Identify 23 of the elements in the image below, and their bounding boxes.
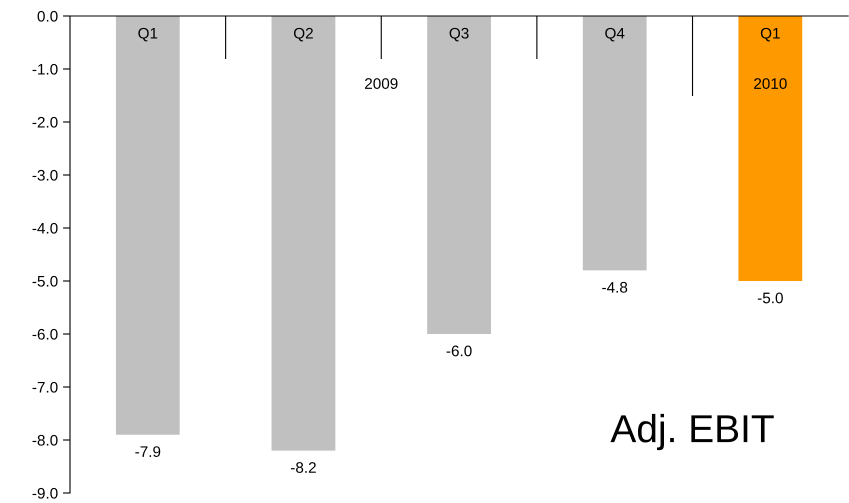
text: Adj. EBIT (610, 414, 774, 450)
y-tick-label: 0.0 (38, 10, 58, 22)
x-tick-label: Q4 (605, 28, 624, 42)
y-tick-label: -6.0 (32, 328, 58, 340)
x-tick-label: Q3 (450, 28, 469, 42)
data-label: -6.0 (446, 346, 472, 356)
y-tick-label: -5.0 (32, 276, 58, 287)
y-tick-label: -3.0 (32, 170, 58, 181)
y-tick-label: -1.0 (32, 64, 58, 75)
y-tick-label: -8.0 (32, 434, 58, 446)
y-tick-label: -7.0 (32, 382, 58, 393)
y-tick-label: -2.0 (32, 116, 58, 128)
data-label: -5.0 (758, 292, 783, 304)
data-label: -8.2 (290, 462, 316, 473)
y-tick-label: -9.0 (32, 488, 58, 499)
y-tick-label: -4.0 (32, 222, 58, 234)
x-tick-label: Q2 (294, 28, 313, 42)
annotation: 2010 (754, 78, 787, 89)
annotation: 2009 (365, 78, 398, 89)
data-label: -4.8 (602, 282, 628, 293)
x-tick-label: Q1 (760, 28, 780, 42)
x-tick-label: Q1 (138, 28, 158, 42)
data-label: -7.9 (135, 446, 160, 458)
